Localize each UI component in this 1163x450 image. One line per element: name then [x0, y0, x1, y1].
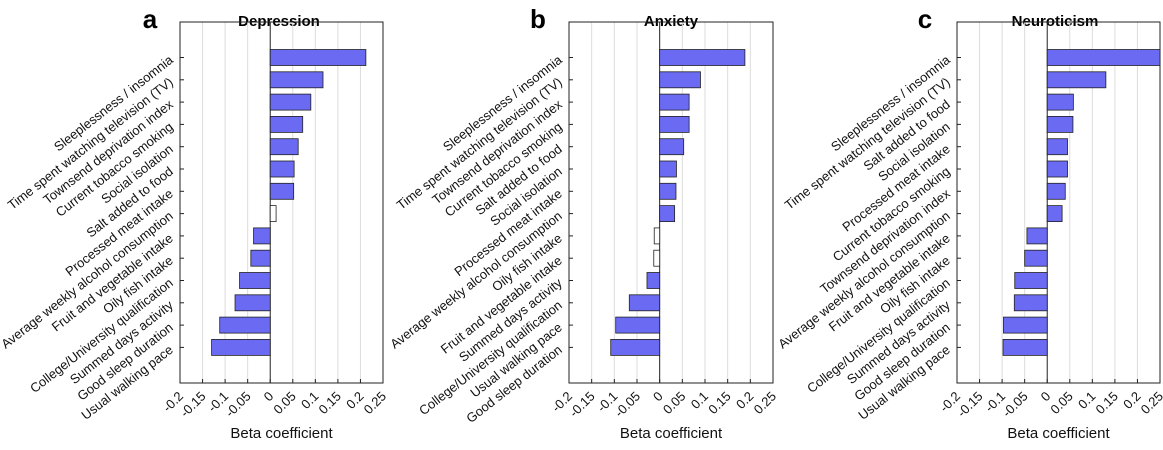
- bar: [659, 138, 685, 156]
- x-tick-label: 0.15: [1093, 389, 1122, 418]
- bar: [1046, 49, 1161, 66]
- bar: [1003, 316, 1048, 334]
- x-tick-label: 0.15: [316, 389, 345, 418]
- bar: [269, 205, 277, 223]
- bar: [653, 227, 661, 245]
- bar: [253, 227, 271, 245]
- x-tick-label: 0.05: [270, 389, 299, 418]
- bar: [628, 294, 661, 312]
- x-tick-label: 0.05: [1047, 389, 1076, 418]
- bar: [1046, 182, 1066, 200]
- bar: [1024, 249, 1048, 267]
- bar: [1046, 138, 1068, 156]
- bar: [659, 182, 677, 200]
- bar: [1046, 116, 1074, 133]
- bar: [646, 272, 661, 289]
- bar: [653, 249, 661, 267]
- bar: [269, 71, 324, 89]
- x-axis-label: Beta coefficient: [1007, 425, 1110, 442]
- plot-frame: [956, 21, 1161, 384]
- bar: [659, 93, 690, 111]
- x-tick-label: 0.25: [361, 389, 390, 418]
- bar: [269, 49, 367, 66]
- bar: [239, 272, 271, 289]
- bar: [269, 160, 295, 178]
- bar: [269, 93, 312, 111]
- x-tick-label: 0.25: [751, 389, 780, 418]
- panel-letter: b: [530, 4, 546, 34]
- bar: [1046, 205, 1063, 223]
- x-tick-label: -0.05: [222, 389, 254, 421]
- x-tick-label: 0.25: [1138, 389, 1163, 418]
- panel-letter: c: [918, 4, 932, 34]
- bar: [615, 316, 661, 334]
- bar: [250, 249, 271, 267]
- bar: [269, 116, 304, 133]
- bar: [659, 160, 677, 178]
- bar: [219, 316, 271, 334]
- x-axis-label: Beta coefficient: [620, 425, 723, 442]
- bar: [659, 71, 701, 89]
- bar: [211, 338, 271, 356]
- bar: [1046, 93, 1074, 111]
- bar: [610, 338, 661, 356]
- x-tick-label: 0.05: [660, 389, 689, 418]
- bar: [1013, 294, 1048, 312]
- bar: [1002, 338, 1048, 356]
- bar: [269, 182, 295, 200]
- plot-frame: [179, 21, 384, 384]
- x-tick-label: -0.05: [999, 389, 1031, 421]
- bar: [659, 116, 690, 133]
- bar: [659, 205, 676, 223]
- x-tick-label: 0.15: [705, 389, 734, 418]
- bar: [659, 49, 746, 66]
- bar: [1046, 71, 1107, 89]
- bar: [269, 138, 299, 156]
- panel-letter: a: [143, 4, 158, 34]
- plot-frame: [568, 21, 774, 384]
- bar: [1026, 227, 1048, 245]
- bar: [1046, 160, 1068, 178]
- bar: [234, 294, 271, 312]
- x-tick-label: -0.05: [612, 389, 644, 421]
- x-axis-label: Beta coefficient: [230, 425, 333, 442]
- bar: [1014, 272, 1048, 289]
